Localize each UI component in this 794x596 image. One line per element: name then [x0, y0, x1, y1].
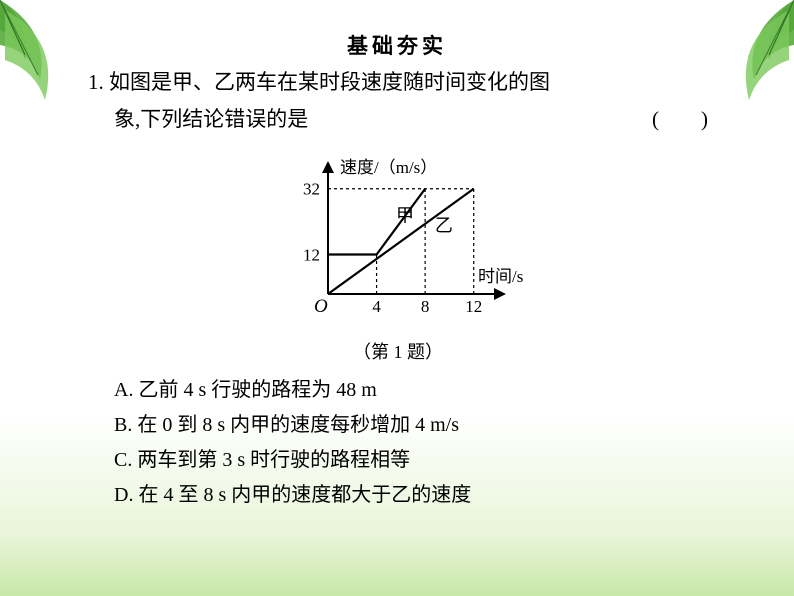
question-text-1: 如图是甲、乙两车在某时段速度随时间变化的图 — [109, 70, 550, 94]
svg-text:O: O — [314, 296, 328, 317]
svg-text:12: 12 — [465, 297, 482, 316]
leaf-decoration-top-left — [0, 0, 90, 120]
option-a: A. 乙前 4 s 行驶的路程为 48 m — [114, 373, 708, 408]
answer-paren: ( ) — [652, 101, 708, 138]
question-number: 1. — [88, 70, 104, 94]
section-title: 基础夯实 — [0, 0, 794, 60]
options-list: A. 乙前 4 s 行驶的路程为 48 m B. 在 0 到 8 s 内甲的速度… — [114, 373, 708, 513]
svg-text:12: 12 — [303, 245, 320, 264]
question-block: 1. 如图是甲、乙两车在某时段速度随时间变化的图 象,下列结论错误的是 ( ) … — [88, 64, 708, 513]
option-c: C. 两车到第 3 s 时行驶的路程相等 — [114, 443, 708, 478]
svg-text:时间/s: 时间/s — [478, 267, 523, 286]
svg-text:8: 8 — [421, 297, 430, 316]
svg-text:4: 4 — [372, 297, 381, 316]
svg-text:速度/（m/s）: 速度/（m/s） — [340, 158, 437, 177]
speed-time-chart: 速度/（m/s） 时间/s 12 32 4 8 12 O 甲乙 — [233, 144, 563, 324]
question-line-2: 象,下列结论错误的是 ( ) — [114, 101, 708, 138]
question-text-2: 象,下列结论错误的是 — [114, 101, 308, 138]
chart-caption: （第 1 题） — [88, 337, 708, 369]
option-b: B. 在 0 到 8 s 内甲的速度每秒增加 4 m/s — [114, 408, 708, 443]
chart-container: 速度/（m/s） 时间/s 12 32 4 8 12 O 甲乙 （第 1 题） — [88, 144, 708, 369]
option-d: D. 在 4 至 8 s 内甲的速度都大于乙的速度 — [114, 478, 708, 513]
leaf-decoration-top-right — [704, 0, 794, 120]
svg-text:甲: 甲 — [396, 205, 414, 225]
svg-text:32: 32 — [303, 179, 320, 198]
svg-text:乙: 乙 — [435, 215, 453, 235]
question-line-1: 1. 如图是甲、乙两车在某时段速度随时间变化的图 — [88, 64, 708, 101]
